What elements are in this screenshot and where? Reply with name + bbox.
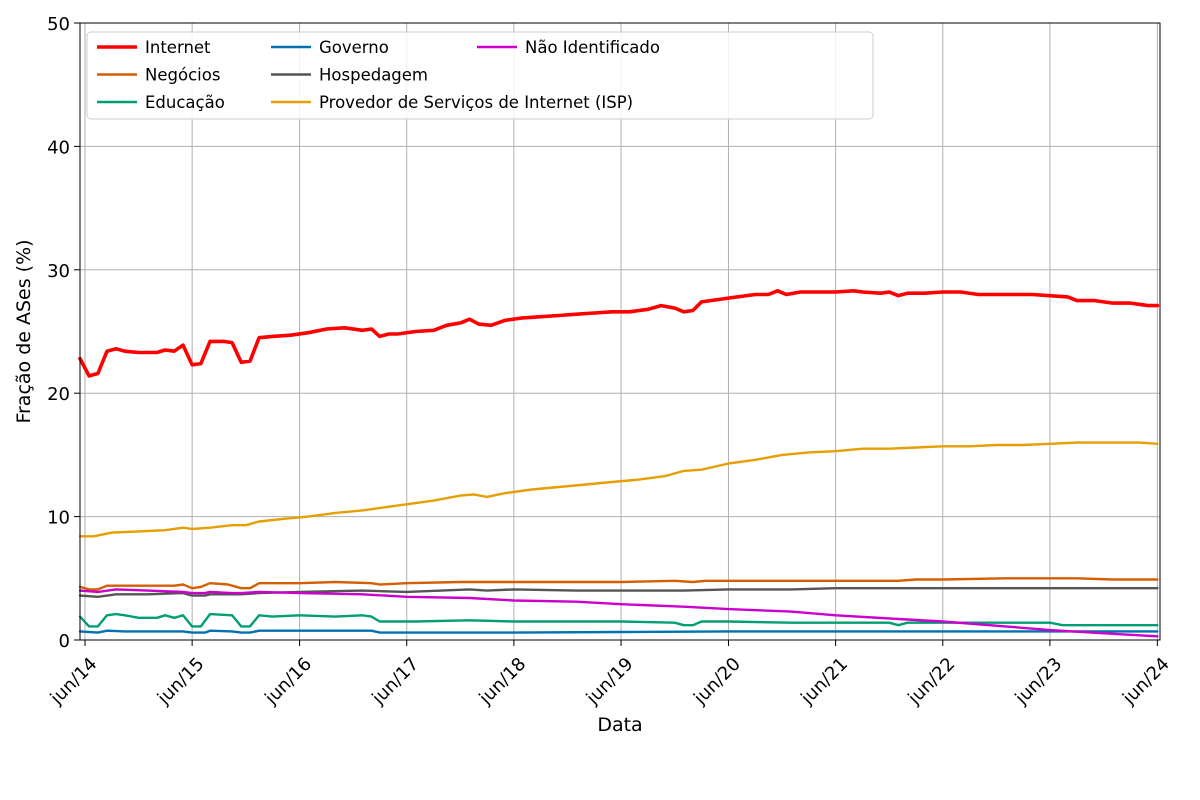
y-tick-label: 30 [47, 261, 70, 282]
legend: Internet Negócios Educação Governo Hospedage… [86, 31, 874, 120]
x-tick-label: jun/15 [153, 654, 209, 710]
series-line-2 [78, 577, 1159, 591]
x-tick-label: jun/19 [582, 654, 638, 710]
legend-entry-label: Educação [145, 93, 225, 112]
series-line-7 [78, 588, 1159, 638]
x-axis-label: Data [597, 714, 642, 736]
x-tick-label: jun/18 [475, 654, 531, 710]
legend-box [86, 31, 874, 120]
y-tick-label: 40 [47, 137, 70, 158]
series-line-6 [78, 441, 1159, 538]
legend-entry-label: Hospedagem [319, 66, 428, 85]
legend-entry-label: Negócios [145, 66, 220, 85]
series-line-1 [78, 288, 1160, 378]
x-tick-label: jun/24 [1118, 654, 1174, 710]
y-tick-label: 10 [47, 508, 70, 529]
x-tick-label: jun/17 [367, 654, 423, 710]
legend-entry-label: Provedor de Serviços de Internet (ISP) [319, 93, 633, 112]
x-tick-label: jun/14 [46, 654, 102, 710]
legend-entry-label: Governo [319, 38, 389, 57]
y-tick-label: 20 [47, 384, 70, 405]
x-tick-label: jun/16 [260, 654, 316, 710]
series-line-4 [78, 629, 1159, 634]
x-tick-label: jun/23 [1011, 654, 1067, 710]
x-tick-label: jun/21 [796, 654, 852, 710]
y-tick-label: 50 [47, 14, 70, 35]
legend-entry-label: Não Identificado [525, 38, 660, 57]
y-axis-label: Fração de ASes (%) [13, 239, 35, 423]
plot-area-frame [79, 22, 1161, 641]
series-line-3 [78, 612, 1159, 628]
legend-entry-label: Internet [145, 38, 211, 57]
y-tick-label: 0 [59, 631, 70, 652]
x-tick-label: jun/20 [689, 654, 745, 710]
series-lines [78, 288, 1160, 638]
x-tick-label: jun/22 [903, 654, 959, 710]
series-line-5 [78, 587, 1159, 598]
